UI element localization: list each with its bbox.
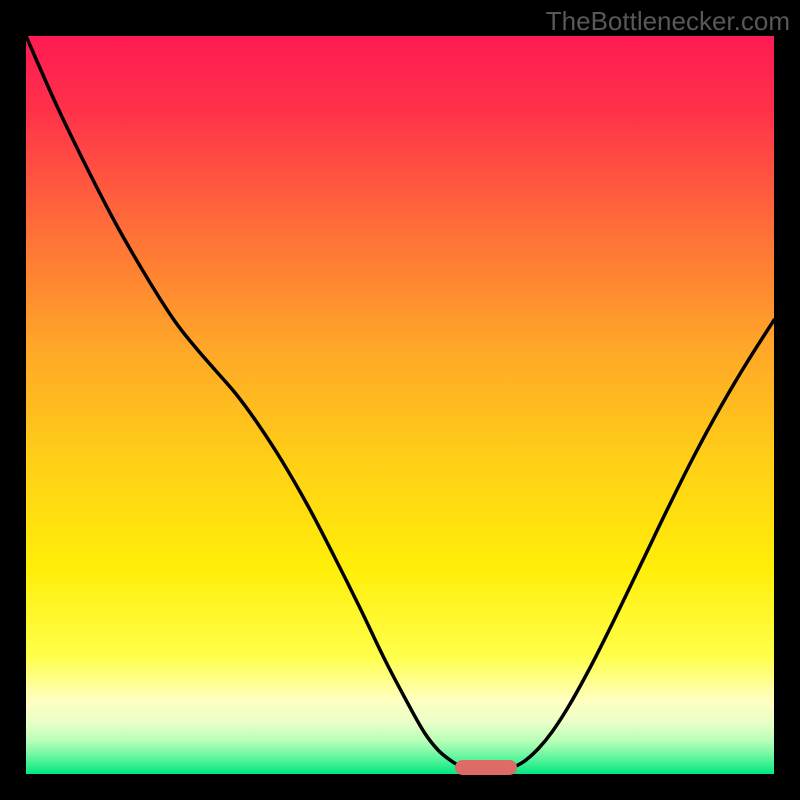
bottleneck-curve: [26, 36, 774, 774]
plot-area: [26, 36, 774, 774]
optimal-range-marker: [455, 760, 517, 775]
watermark-text: TheBottlenecker.com: [546, 6, 790, 37]
